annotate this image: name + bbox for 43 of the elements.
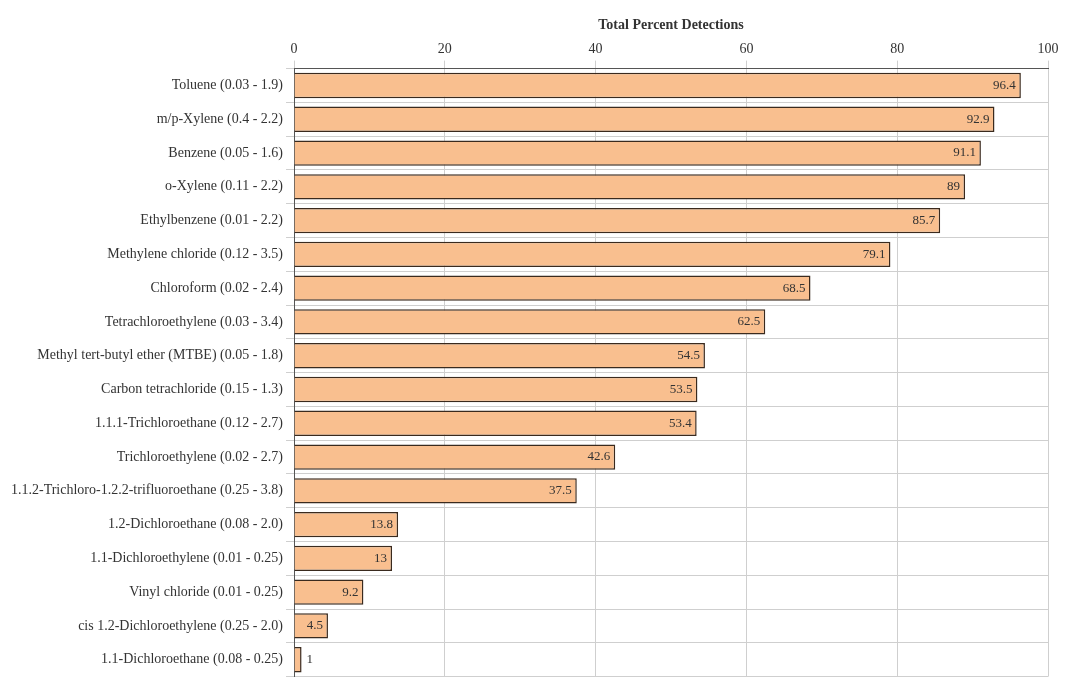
data-label: 85.7 xyxy=(912,212,936,228)
y-tick-label: Tetrachloroethylene (0.03 - 3.4) xyxy=(104,313,284,330)
x-tick-label: 100 xyxy=(1037,40,1059,56)
data-label: 68.5 xyxy=(782,279,806,295)
x-tick-label: 80 xyxy=(890,40,905,56)
data-label: 37.5 xyxy=(549,482,572,498)
y-tick-label: Carbon tetrachloride (0.15 - 1.3) xyxy=(101,381,284,398)
y-tick-label: 1.1-Dichloroethane (0.08 - 0.25) xyxy=(101,651,284,668)
y-tick-label: Chloroform (0.02 - 2.4) xyxy=(150,279,284,296)
data-label: 89 xyxy=(947,178,961,194)
data-label: 62.5 xyxy=(737,313,761,329)
x-axis-title: Total Percent Detections xyxy=(598,17,745,33)
y-tick-label: Methylene chloride (0.12 - 3.5) xyxy=(107,246,284,263)
data-label: 96.4 xyxy=(993,76,1017,92)
y-tick-label: Vinyl chloride (0.01 - 0.25) xyxy=(129,583,284,600)
x-tick-label: 0 xyxy=(290,40,298,56)
y-tick-label: Trichloroethylene (0.02 - 2.7) xyxy=(116,448,284,465)
y-tick-label: 1.1-Dichloroethylene (0.01 - 0.25) xyxy=(90,550,284,567)
data-label: 1 xyxy=(306,651,314,667)
y-tick-label: o-Xylene (0.11 - 2.2) xyxy=(164,178,284,195)
y-tick-label: Toluene (0.03 - 1.9) xyxy=(171,77,284,94)
data-label: 92.9 xyxy=(966,110,990,126)
data-label: 54.5 xyxy=(677,347,700,363)
data-label: 53.4 xyxy=(668,414,693,430)
data-label: 9.2 xyxy=(342,583,359,599)
data-label: 13.8 xyxy=(370,516,394,532)
data-label: 79.1 xyxy=(862,245,886,261)
y-tick-label: Ethylbenzene (0.01 - 2.2) xyxy=(140,212,284,229)
y-tick-label: 1.1.2-Trichloro-1.2.2-trifluoroethane (0.25 - 3.8) xyxy=(10,482,284,499)
y-tick-label: Methyl tert-butyl ether (MTBE) (0.05 - 1.8) xyxy=(37,347,284,364)
y-tick-label: cis 1.2-Dichloroethylene (0.25 - 2.0) xyxy=(78,617,284,634)
x-tick-label: 40 xyxy=(588,40,603,56)
y-tick-label: m/p-Xylene (0.4 - 2.2) xyxy=(156,110,284,127)
y-tick-label: 1.2-Dichloroethane (0.08 - 2.0) xyxy=(108,516,284,533)
data-label: 42.6 xyxy=(587,448,611,464)
x-tick-label: 60 xyxy=(739,40,754,56)
x-tick-label: 20 xyxy=(437,40,452,56)
data-label: 91.1 xyxy=(953,144,976,160)
data-label: 4.5 xyxy=(306,617,323,633)
data-label: 13 xyxy=(374,549,388,565)
y-tick-label: 1.1.1-Trichloroethane (0.12 - 2.7) xyxy=(94,414,284,431)
y-tick-label: Benzene (0.05 - 1.6) xyxy=(168,144,284,161)
data-label: 53.5 xyxy=(669,380,693,396)
